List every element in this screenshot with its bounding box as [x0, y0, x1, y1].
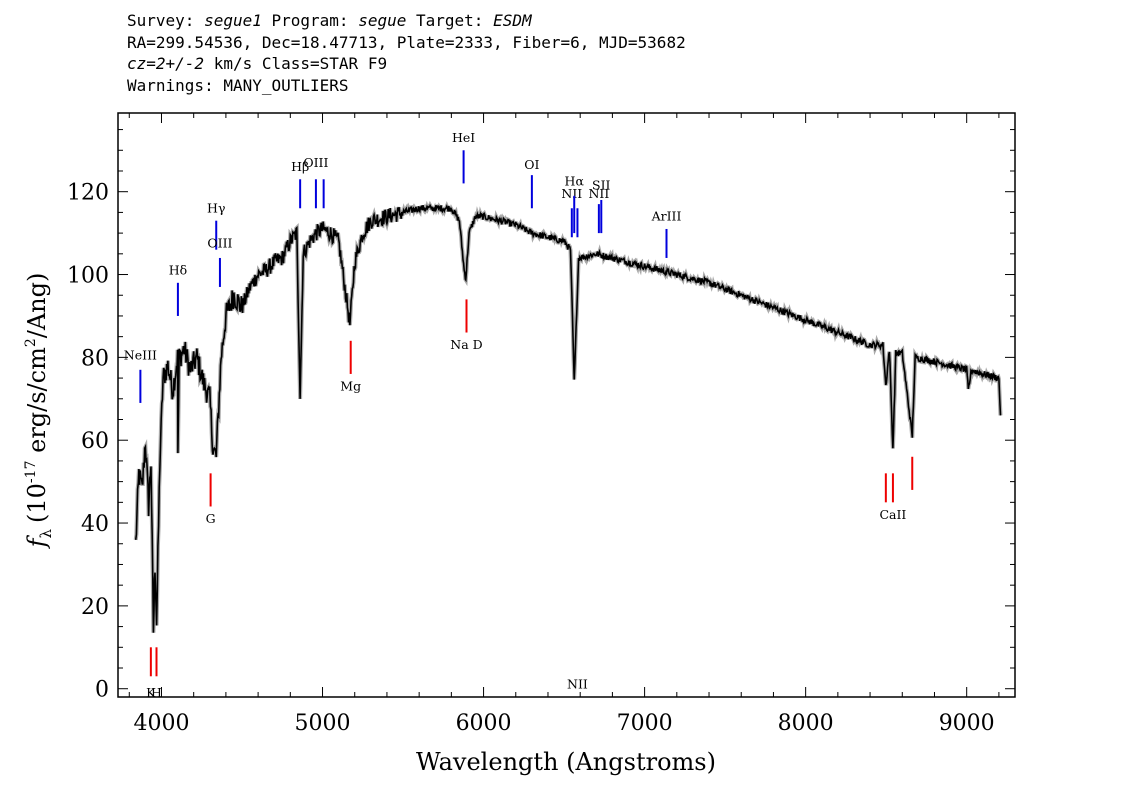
x-tick-label: 4000	[133, 711, 189, 736]
absorption-line-label: Mg	[340, 379, 361, 394]
program-value: segue	[358, 11, 407, 30]
y-axis-title-exp2: 2	[23, 338, 39, 347]
y-axis-title-post: /Ang)	[23, 273, 51, 339]
cz-value: cz=2+/-2	[127, 54, 205, 73]
y-tick-label: 100	[67, 264, 109, 289]
emission-line-label: OIII	[303, 155, 328, 170]
emission-line-label: OIII	[207, 236, 232, 251]
header-line-redshift: cz=2+/-2 km/s Class=STAR F9	[127, 53, 686, 75]
emission-line-label: Hγ	[207, 200, 225, 215]
spectral-line-markers: NeIIIHδHγOIIIHβOIIIHeIOINIIHαNIINIISIIAr…	[124, 130, 914, 700]
x-tick-label: 5000	[295, 711, 351, 736]
target-value: ESDM	[493, 11, 532, 30]
x-tick-label: 9000	[939, 711, 995, 736]
survey-value: segue1	[204, 11, 262, 30]
y-tick-label: 20	[81, 595, 109, 620]
y-axis-title-sub: λ	[37, 528, 55, 538]
x-tick-label: 6000	[456, 711, 512, 736]
emission-line-label: HeI	[452, 130, 475, 145]
y-tick-label: 120	[67, 181, 109, 206]
y-tick-label: 80	[81, 346, 109, 371]
x-tick-label: 7000	[617, 711, 673, 736]
emission-line-label: OI	[524, 157, 539, 172]
emission-line-label: SII	[592, 178, 611, 193]
spectrum-line	[134, 203, 1002, 633]
emission-line-label: NeIII	[124, 347, 157, 362]
y-tick-label: 60	[81, 429, 109, 454]
y-axis-title-mid: erg/s/cm	[23, 347, 51, 461]
y-axis-title-exp1: -17	[23, 461, 39, 484]
absorption-line-label: H	[151, 685, 162, 700]
emission-line-label: Hα	[565, 173, 585, 188]
y-tick-label: 40	[81, 512, 109, 537]
y-tick-label: 0	[95, 678, 109, 703]
tick-labels: 4000 5000 6000 7000 8000 9000 0 20 40 60 80 100 120	[67, 181, 995, 736]
header-line-survey: Survey: segue1 Program: segue Target: ES…	[127, 10, 686, 32]
plot-frame	[117, 112, 1016, 698]
absorption-line-label: CaII	[879, 507, 906, 522]
class-text: km/s Class=STAR F9	[204, 54, 388, 73]
axis-ticks	[118, 113, 1015, 697]
target-label: Target:	[406, 11, 494, 30]
absorption-line-label: K	[146, 685, 156, 700]
survey-label: Survey:	[127, 11, 205, 30]
y-axis-title: fλ(10-17 erg/s/cm2/Ang)	[23, 273, 55, 550]
y-axis-title-pre: (10	[23, 483, 51, 523]
header-line-coordinates: RA=299.54536, Dec=18.47713, Plate=2333, …	[127, 32, 686, 52]
emission-line-label: Hδ	[169, 263, 187, 278]
emission-line-label: ArIII	[651, 209, 682, 224]
x-tick-label: 8000	[778, 711, 834, 736]
emission-line-label: NII	[588, 186, 609, 201]
absorption-line-label: G	[206, 511, 216, 526]
program-label: Program:	[261, 11, 359, 30]
emission-line-label: NII	[561, 186, 582, 201]
header-line-warnings: Warnings: MANY_OUTLIERS	[127, 75, 349, 95]
emission-line-label: Hβ	[291, 159, 309, 174]
plot-header: Survey: segue1 Program: segue Target: ES…	[127, 10, 686, 96]
x-axis-title: Wavelength (Angstroms)	[416, 748, 716, 776]
emission-line-label: NII	[567, 677, 588, 692]
absorption-line-label: Na D	[450, 337, 482, 352]
